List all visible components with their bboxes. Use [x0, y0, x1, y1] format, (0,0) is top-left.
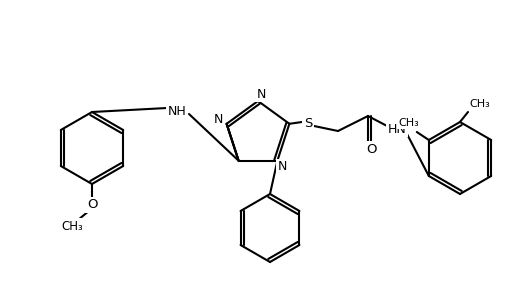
Text: HN: HN	[388, 123, 407, 136]
Text: O: O	[367, 142, 377, 155]
Text: N: N	[214, 113, 223, 126]
Text: O: O	[87, 199, 97, 212]
Text: S: S	[304, 117, 312, 130]
Text: CH₃: CH₃	[469, 99, 491, 109]
Text: CH₃: CH₃	[61, 220, 83, 232]
Text: CH₃: CH₃	[399, 118, 419, 128]
Text: NH: NH	[167, 104, 186, 118]
Text: N: N	[256, 88, 266, 101]
Text: N: N	[278, 160, 287, 173]
